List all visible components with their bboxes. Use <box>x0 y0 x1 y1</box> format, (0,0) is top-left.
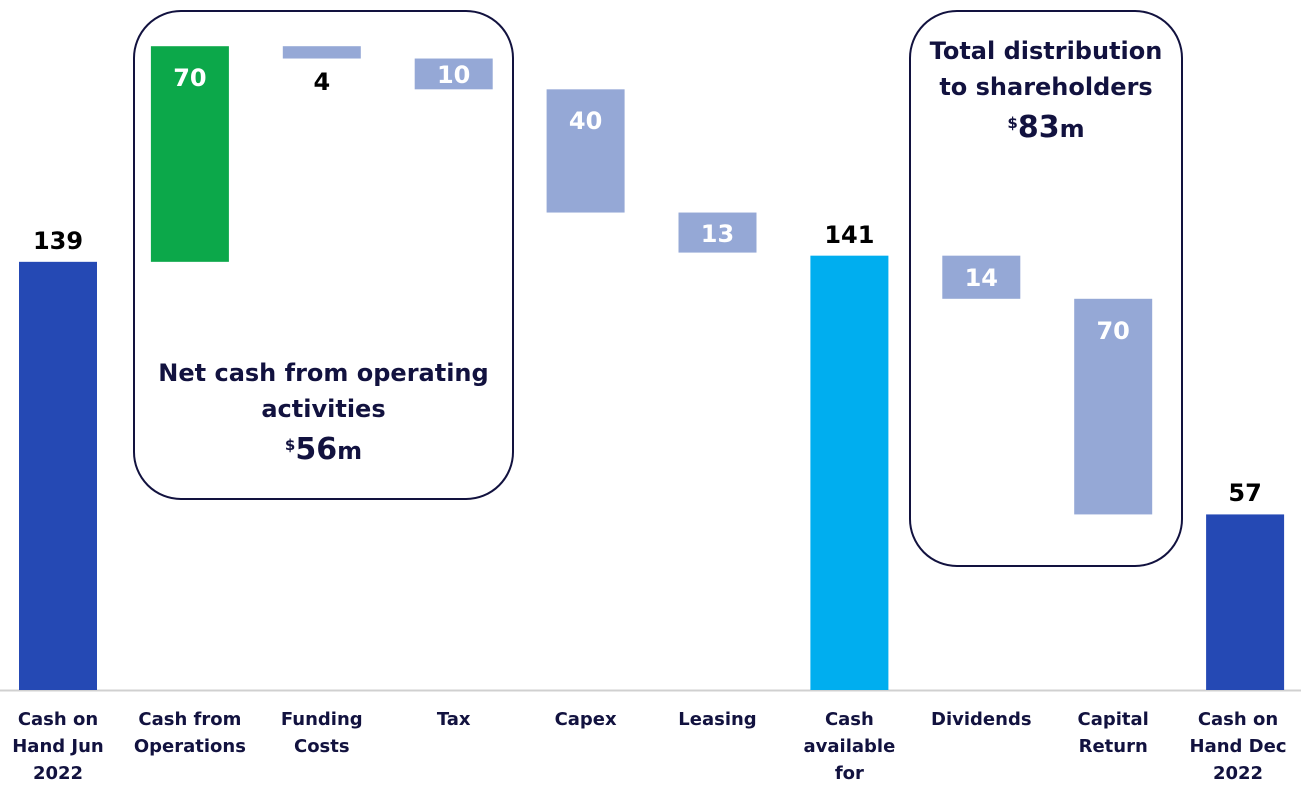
annotation-amount: $83m <box>929 105 1163 147</box>
value-label: 141 <box>824 220 875 249</box>
annotation-box <box>133 10 514 500</box>
bar <box>1074 298 1153 515</box>
value-label: 70 <box>1096 316 1130 345</box>
x-tick-label: Capex <box>554 709 617 730</box>
bar <box>282 46 361 59</box>
value-label: 139 <box>32 226 84 255</box>
bar <box>19 261 97 690</box>
x-tick-label: Cash from Operations <box>133 709 246 757</box>
value-label: 70 <box>173 64 207 93</box>
x-tick-label: Tax <box>436 709 471 730</box>
unit: m <box>1059 115 1085 143</box>
x-tick-label: Cash on Hand Jun 2022 <box>12 709 104 784</box>
currency: $ <box>284 436 296 454</box>
value-label: 57 <box>1228 479 1262 508</box>
value-label: 40 <box>568 107 603 136</box>
bar <box>942 255 1021 299</box>
annotation: Total distribution to shareholders $83m <box>929 33 1163 147</box>
value-label: 4 <box>313 67 331 96</box>
bar <box>678 212 757 253</box>
x-tick-label: Funding Costs <box>280 709 363 757</box>
x-tick-label: Cash on Hand Dec 2022 <box>1189 709 1287 784</box>
x-tick-label: Dividends <box>931 709 1032 730</box>
bar <box>1206 514 1285 690</box>
annotation: Net cash from operating activities $56m <box>153 355 494 469</box>
amount: 56 <box>295 432 338 467</box>
value-label: 13 <box>700 219 735 248</box>
value-label: 10 <box>436 60 471 89</box>
value-label: 14 <box>964 264 998 293</box>
amount: 83 <box>1017 110 1060 145</box>
bar <box>150 46 229 262</box>
bar <box>414 58 493 90</box>
currency: $ <box>1007 114 1018 132</box>
annotation-text: Net cash from operating activities <box>158 359 489 423</box>
annotation-amount: $56m <box>153 427 494 469</box>
x-tick-label: Leasing <box>678 709 757 730</box>
bar <box>810 255 889 690</box>
annotation-text: Total distribution to shareholders <box>929 37 1163 101</box>
bar <box>546 89 625 213</box>
annotation-box <box>909 10 1183 567</box>
x-tick-label: Capital Return <box>1077 709 1149 757</box>
x-tick-label: Cash available for distributions <box>803 709 896 784</box>
unit: m <box>337 437 363 465</box>
